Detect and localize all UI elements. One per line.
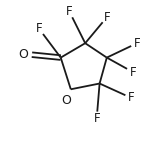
Text: F: F — [93, 112, 100, 125]
Text: F: F — [134, 37, 140, 50]
Text: F: F — [66, 5, 73, 18]
Text: F: F — [128, 91, 135, 104]
Text: O: O — [18, 48, 28, 61]
Text: F: F — [36, 22, 42, 35]
Text: F: F — [129, 66, 136, 78]
Text: O: O — [62, 94, 71, 107]
Text: F: F — [103, 11, 110, 24]
